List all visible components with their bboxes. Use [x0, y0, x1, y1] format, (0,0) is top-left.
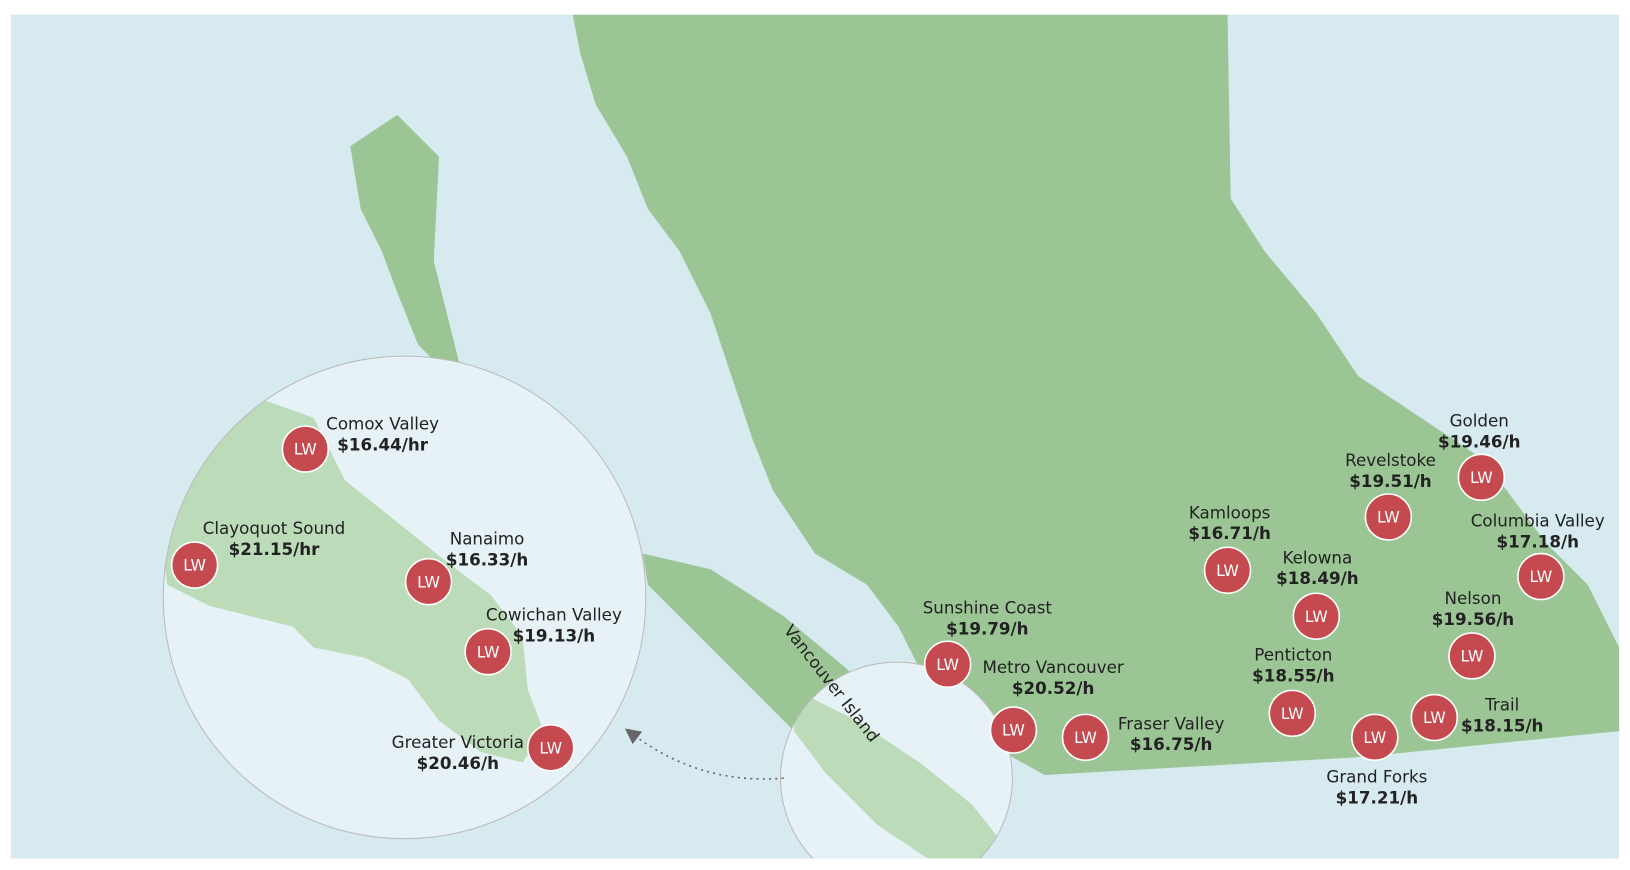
badge: LW — [936, 655, 959, 674]
location-name: Cowichan Valley — [486, 605, 622, 625]
location-name: Nanaimo — [450, 528, 525, 548]
marker — [170, 541, 219, 589]
badge: LW — [183, 556, 206, 575]
small-inset-ring — [780, 661, 1013, 859]
badge: LW — [1461, 646, 1484, 665]
wage: $16.75/h — [1130, 734, 1212, 754]
badge: LW — [1423, 708, 1446, 727]
wage: $19.51/h — [1349, 471, 1431, 491]
location-name: Sunshine Coast — [923, 597, 1053, 617]
location-name: Golden — [1450, 410, 1509, 430]
wage: $16.71/h — [1188, 523, 1270, 543]
location-name: Kamloops — [1189, 502, 1271, 522]
badge: LW — [539, 738, 562, 757]
badge: LW — [1377, 508, 1400, 527]
badge: LW — [1281, 704, 1304, 723]
badge: LW — [1529, 567, 1552, 586]
marker — [1351, 713, 1399, 762]
marker — [923, 640, 972, 689]
wage: $16.33/h — [446, 549, 528, 569]
badge: LW — [1470, 468, 1493, 487]
badge: LW — [1305, 607, 1328, 626]
small-inset — [780, 662, 1013, 859]
location-name: Penticton — [1254, 644, 1332, 664]
wage: $19.79/h — [946, 618, 1028, 638]
wage: $20.46/h — [417, 753, 499, 773]
marker — [1268, 689, 1317, 738]
marker — [1292, 592, 1341, 640]
location-name: Grand Forks — [1326, 767, 1427, 787]
wage: $18.49/h — [1276, 568, 1358, 588]
wage: $20.52/h — [1012, 678, 1094, 698]
wage: $16.44/hr — [337, 434, 428, 454]
marker — [1364, 493, 1413, 541]
wage: $19.46/h — [1438, 431, 1520, 451]
wage: $19.56/h — [1432, 609, 1514, 629]
marker — [1448, 632, 1496, 680]
badge: LW — [1074, 728, 1097, 747]
wage: $21.15/hr — [229, 539, 320, 559]
marker — [1203, 546, 1252, 595]
wage: $17.21/h — [1336, 787, 1418, 807]
arrow — [624, 728, 784, 780]
mainland — [572, 14, 1620, 775]
badge: LW — [1216, 561, 1239, 580]
marker — [1061, 713, 1110, 762]
marker — [1410, 693, 1459, 742]
marker — [404, 557, 453, 606]
haida-gwaii — [350, 114, 466, 403]
marker — [527, 724, 575, 772]
inset-ring — [162, 355, 647, 840]
badge: LW — [417, 572, 440, 591]
wage: $18.55/h — [1252, 665, 1334, 685]
badge: LW — [1363, 728, 1386, 747]
marker — [1517, 552, 1565, 601]
location-name: Metro Vancouver — [983, 657, 1124, 677]
marker — [989, 706, 1038, 754]
location-name: Greater Victoria — [392, 732, 524, 752]
location-name: Revelstoke — [1345, 450, 1436, 470]
inset — [163, 356, 646, 839]
location-name: Comox Valley — [326, 414, 439, 434]
location-name: Clayoquot Sound — [203, 518, 346, 538]
marker — [1457, 453, 1506, 502]
location-name: Columbia Valley — [1471, 511, 1605, 531]
location-name: Kelowna — [1282, 547, 1352, 567]
badge: LW — [477, 642, 500, 661]
location-name: Fraser Valley — [1118, 713, 1225, 733]
location-name: Nelson — [1445, 588, 1502, 608]
marker — [281, 425, 330, 473]
marker — [464, 627, 512, 676]
badge: LW — [1002, 721, 1025, 740]
wage: $19.13/h — [513, 626, 595, 646]
wage: $18.15/h — [1461, 715, 1543, 735]
wage: $17.18/h — [1497, 532, 1579, 552]
badge: LW — [294, 440, 317, 459]
location-name: Trail — [1484, 695, 1519, 715]
